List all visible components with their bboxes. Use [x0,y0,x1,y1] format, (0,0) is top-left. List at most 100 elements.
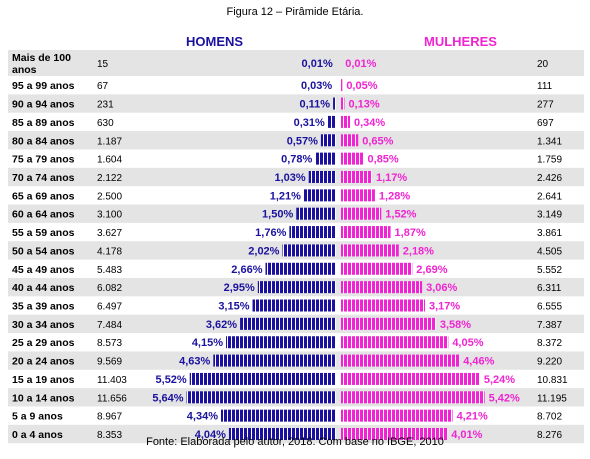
men-count: 1.604 [97,155,122,166]
women-bar [341,97,345,110]
men-percent-label: 0,78% [281,154,312,166]
men-bar [228,428,336,441]
women-count: 11.195 [537,393,567,404]
men-count: 8.967 [97,412,122,423]
row-stripe [8,131,584,150]
women-percent-label: 3,58% [440,319,471,331]
category-label: 70 a 74 anos [12,172,75,184]
men-count: 231 [97,100,114,111]
men-count: 5.483 [97,265,122,276]
women-bar [341,409,453,422]
women-bar [341,299,426,312]
men-percent-label: 0,57% [287,135,318,147]
women-count: 5.552 [537,265,562,276]
men-percent-label: 0,01% [302,58,333,70]
women-percent-label: 5,24% [484,374,515,386]
women-count: 7.387 [537,320,562,331]
women-bar [341,134,359,147]
women-bar [341,336,449,349]
source-note: Fonte: Elaborada pelo autor, 2018. Com b… [146,436,444,448]
category-label: 30 a 34 anos [12,319,75,331]
men-count: 3.100 [97,210,122,221]
men-bar [220,409,336,422]
women-bar [341,152,364,165]
category-label: 90 a 94 anos [12,99,75,111]
category-label-cont: anos [12,64,37,76]
women-count: 20 [537,59,549,70]
women-bar [341,354,460,367]
category-label: 45 a 49 anos [12,264,75,276]
category-label: 55 a 59 anos [12,227,75,239]
men-count: 6.082 [97,283,122,294]
men-count: 630 [97,118,114,129]
women-percent-label: 3,06% [426,282,457,294]
legend-men: HOMENS [186,34,244,49]
men-bar [320,134,336,147]
women-percent-label: 1,28% [379,190,410,202]
women-percent-label: 0,01% [345,58,376,70]
men-count: 2.500 [97,191,122,202]
men-percent-label: 1,50% [262,209,293,221]
women-percent-label: 0,13% [348,99,379,111]
women-count: 1.759 [537,155,562,166]
men-count: 7.484 [97,320,122,331]
men-count: 8.573 [97,338,122,349]
women-percent-label: 3,17% [429,301,460,313]
women-count: 111 [537,81,553,92]
men-percent-label: 4,63% [179,356,210,368]
figure-caption: Figura 12 – Pirâmide Etária. [226,6,364,18]
category-label: 40 a 44 anos [12,282,75,294]
women-bar [341,207,382,220]
category-label: 60 a 64 anos [12,209,75,221]
women-count: 6.311 [537,283,562,294]
women-bar [341,226,391,239]
women-bar [341,244,399,257]
men-percent-label: 1,21% [270,190,301,202]
women-bar [341,317,436,330]
men-bar [213,354,336,367]
women-percent-label: 0,05% [346,80,377,92]
women-bar [341,115,351,128]
men-count: 11.656 [97,393,127,404]
women-count: 2.426 [537,173,562,184]
row-stripe [8,94,584,113]
women-count: 10.831 [537,375,568,386]
women-percent-label: 2,69% [416,264,447,276]
row-stripe [8,50,584,76]
men-count: 9.569 [97,357,122,368]
men-bar [333,97,336,110]
men-percent-label: 4,15% [192,337,223,349]
women-bar [341,428,448,441]
women-percent-label: 0,34% [354,117,385,129]
men-bar [265,262,336,275]
men-bar [186,391,336,404]
category-label: Mais de 100 [12,52,71,64]
women-bar [341,372,480,385]
men-percent-label: 5,64% [152,392,183,404]
men-percent-label: 1,03% [275,172,306,184]
women-count: 8.276 [537,430,562,441]
women-bar [341,262,413,275]
category-label: 80 a 84 anos [12,135,75,147]
women-count: 697 [537,118,554,129]
men-bar [257,281,336,294]
women-bar [341,79,343,92]
women-count: 4.505 [537,246,562,257]
men-bar [289,226,336,239]
women-percent-label: 1,87% [395,227,426,239]
men-percent-label: 2,02% [248,245,279,257]
men-bar [308,170,336,183]
women-count: 277 [537,100,554,111]
row-stripe [8,167,584,187]
men-count: 11.403 [97,375,127,386]
women-count: 1.341 [537,136,562,147]
men-percent-label: 4,04% [195,429,226,441]
men-bar [303,189,336,202]
women-percent-label: 4,46% [463,356,494,368]
women-percent-label: 4,01% [451,429,482,441]
men-bar [226,336,336,349]
women-bar [341,170,373,183]
women-bar [341,281,423,294]
category-label: 50 a 54 anos [12,245,75,257]
